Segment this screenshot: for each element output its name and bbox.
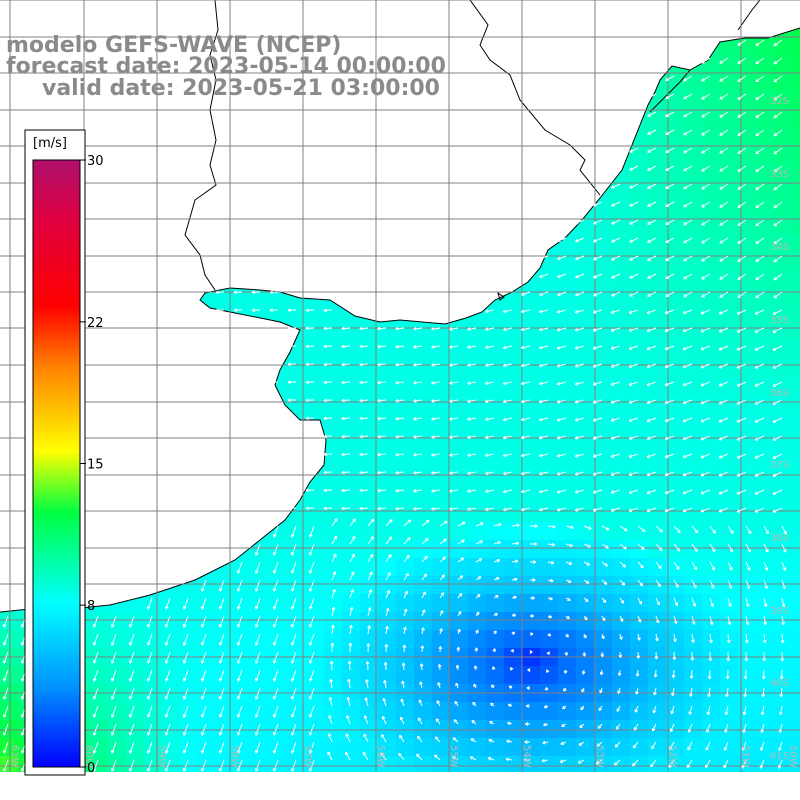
lat-label: 33S <box>770 169 789 180</box>
lat-label: 39S <box>770 606 789 617</box>
colorbar-tick-label: 0 <box>87 761 95 776</box>
colorbar-ticks: 30 22 15 8 0 <box>80 154 104 776</box>
colorbar-tick-label: 8 <box>87 599 95 614</box>
lat-label: 34S <box>770 242 789 253</box>
lon-label: 51W <box>740 745 751 768</box>
colorbar-unit: [m/s] <box>33 136 67 151</box>
lon-label: 57W <box>302 745 313 768</box>
coastline <box>0 27 800 613</box>
lat-label: 38S <box>770 533 789 544</box>
lon-label: 54W <box>521 745 532 768</box>
lon-label: 58W <box>229 745 240 768</box>
lat-label: 41S <box>770 751 789 762</box>
lon-label: 61W <box>9 745 20 768</box>
title-block: modelo GEFS-WAVE (NCEP) forecast date: 2… <box>6 33 446 101</box>
lon-label: 53W <box>594 745 605 768</box>
lat-label: 40S <box>770 678 789 689</box>
title-model: modelo GEFS-WAVE (NCEP) <box>6 33 341 58</box>
title-forecast-date: forecast date: 2023-05-14 00:00:00 <box>6 54 446 79</box>
land-mask <box>0 0 800 612</box>
lat-label: 35S <box>770 315 789 326</box>
lon-label: 55W <box>448 745 459 768</box>
border-lines <box>184 0 761 301</box>
grid-labels: 32S 33S 34S 35S 36S 37S 38S 39S 40S 41S 61W 60W 59W 5… <box>9 96 798 768</box>
lat-label: 32S <box>770 96 789 107</box>
lon-label: 60W <box>83 745 94 768</box>
lon-label: 52W <box>667 745 678 768</box>
lon-label: 59W <box>156 745 167 768</box>
wind-arrows <box>2 39 787 772</box>
colorbar-tick-label: 22 <box>87 316 104 331</box>
colorbar-tick-label: 15 <box>87 458 104 473</box>
lon-label: 56W <box>375 745 386 768</box>
lat-label: 36S <box>770 388 789 399</box>
colorbar-gradient <box>32 159 81 768</box>
title-valid-date: valid date: 2023-05-21 03:00:00 <box>42 76 440 101</box>
colorbar-tick-label: 30 <box>87 154 104 169</box>
colorbar: [m/s] 30 22 15 8 0 <box>24 129 104 776</box>
lat-lon-grid <box>0 0 800 772</box>
lat-label: 37S <box>770 460 789 471</box>
lon-label: 50W <box>787 745 798 768</box>
